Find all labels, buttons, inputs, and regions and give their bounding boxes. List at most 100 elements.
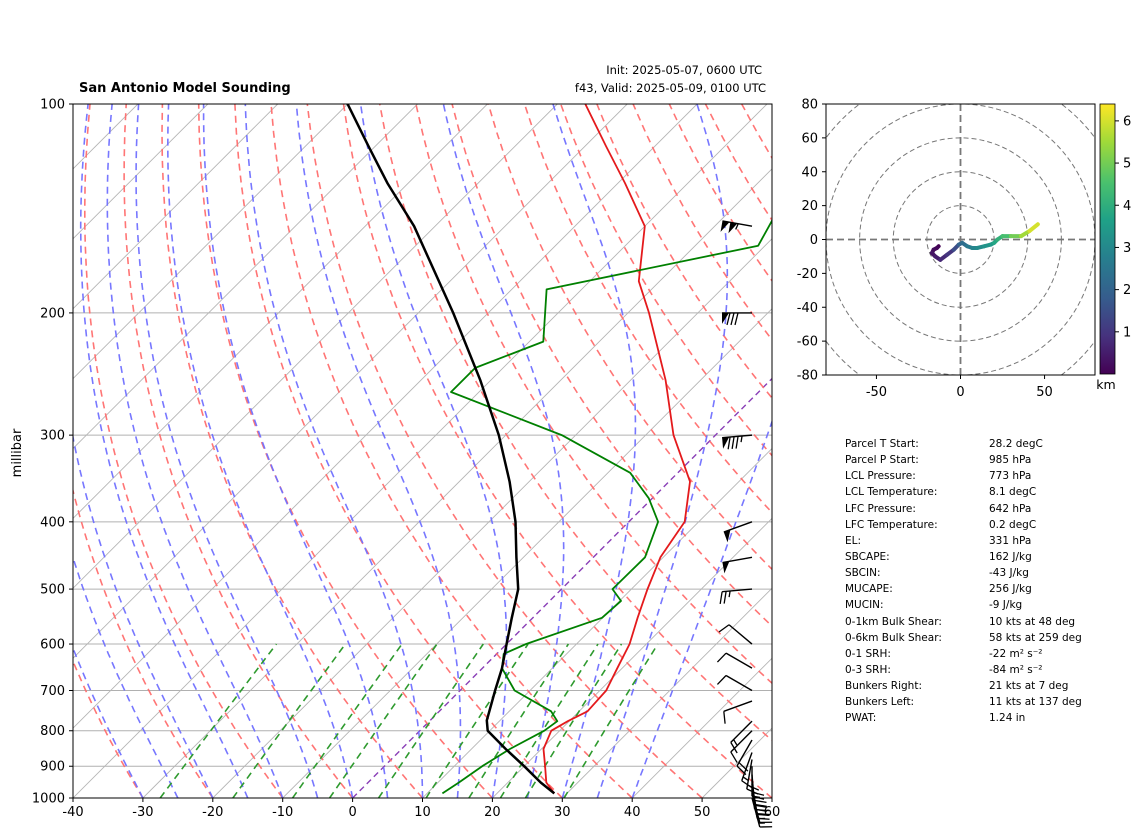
- moist-adiabat: [135, 104, 319, 798]
- parameter-row: Bunkers Left: 11 kts at 137 deg: [845, 696, 1105, 712]
- barb-flag: [720, 220, 730, 232]
- barb-full: [730, 312, 735, 326]
- parameter-name: MUCIN:: [845, 599, 884, 612]
- barb-half: [742, 776, 749, 781]
- barb-full: [741, 780, 753, 789]
- colorbar-tick-label: 5: [1123, 157, 1131, 172]
- init-time: Init: 2025-05-07, 0600 UTC: [606, 63, 762, 77]
- colorbar-label: km: [1096, 377, 1115, 392]
- moist-adiabat: [442, 104, 565, 798]
- barb-staff: [725, 674, 753, 692]
- barb-staff: [722, 434, 753, 439]
- barb-staff: [723, 521, 753, 533]
- dry-adiabat: [342, 104, 772, 798]
- barb-full: [730, 751, 738, 763]
- wind-barb: [720, 220, 753, 234]
- isotherm: [73, 104, 698, 729]
- isotherm: [282, 308, 772, 798]
- parameter-row: Bunkers Right: 21 kts at 7 deg: [845, 680, 1105, 696]
- parameter-value: 985 hPa: [989, 454, 1032, 467]
- y-tick-label: 900: [40, 760, 65, 775]
- barb-staff: [736, 739, 753, 767]
- parameter-row: SBCIN: -43 J/kg: [845, 567, 1105, 583]
- barb-staff: [730, 720, 753, 743]
- parameter-row: Parcel T Start: 28.2 degC: [845, 438, 1105, 454]
- wind-barb: [716, 674, 753, 692]
- isotherm: [422, 447, 772, 798]
- parameter-value: 331 hPa: [989, 534, 1032, 547]
- dry-adiabat: [123, 104, 354, 798]
- chart-title: San Antonio Model Sounding: [79, 81, 291, 96]
- y-tick-label: 400: [40, 515, 65, 530]
- hodo-y-tick-label: -40: [797, 301, 818, 316]
- mixing-ratio-line: [563, 643, 659, 798]
- isotherm: [73, 104, 558, 589]
- barb-flag: [722, 312, 729, 324]
- mixing-ratio-line: [159, 643, 278, 798]
- isotherm: [73, 104, 488, 520]
- x-tick-label: 10: [414, 805, 431, 820]
- barb-full: [719, 591, 723, 605]
- parameter-value: -22 m² s⁻²: [989, 647, 1043, 660]
- barb-full: [757, 813, 770, 816]
- parameter-value: 11 kts at 137 deg: [989, 696, 1082, 709]
- barb-full: [754, 804, 767, 808]
- parameter-name: PWAT:: [845, 712, 877, 725]
- moist-adiabat: [73, 554, 179, 798]
- parameter-name: SBCAPE:: [845, 550, 890, 563]
- dry-adiabat: [378, 104, 772, 742]
- hodo-x-tick-label: -50: [866, 385, 887, 400]
- parameter-value: -9 J/kg: [989, 599, 1023, 612]
- hodo-y-tick-label: 0: [810, 233, 818, 248]
- skew-t-background-lines: [73, 104, 772, 798]
- dry-adiabat: [306, 104, 703, 798]
- y-tick-label: 300: [40, 429, 65, 444]
- colorbar-tick-label: 4: [1123, 199, 1131, 214]
- barb-half: [740, 435, 743, 443]
- y-axis-label: millibar: [10, 428, 25, 477]
- sounding-parameters-table: Parcel T Start: 28.2 degC Parcel P Start: 9…: [845, 438, 1105, 729]
- dry-adiabat: [234, 104, 563, 798]
- x-tick-label: -20: [202, 805, 223, 820]
- temperature-profile: [542, 104, 691, 794]
- y-tick-label: 500: [40, 583, 65, 598]
- dry-adiabat: [559, 104, 772, 457]
- moist-adiabat: [202, 104, 389, 798]
- x-tick-label: -10: [272, 805, 293, 820]
- barb-half: [733, 739, 738, 746]
- barb-staff: [723, 700, 753, 712]
- parameter-name: SBCIN:: [845, 567, 881, 580]
- barb-staff: [728, 624, 753, 645]
- wind-barb: [722, 556, 753, 574]
- mixing-ratio-line: [499, 643, 599, 798]
- parameter-value: 1.24 in: [989, 712, 1026, 725]
- wind-barb: [751, 774, 767, 807]
- dry-adiabat: [161, 104, 424, 798]
- moist-adiabat: [73, 645, 144, 798]
- parameter-row: MUCIN: -9 J/kg: [845, 599, 1105, 615]
- parameter-name: Parcel P Start:: [845, 454, 919, 467]
- x-tick-label: 50: [694, 805, 711, 820]
- wind-barb: [722, 312, 752, 326]
- x-tick-label: 20: [484, 805, 501, 820]
- parameter-name: Parcel T Start:: [845, 438, 919, 450]
- parameter-value: 0.2 degC: [989, 518, 1037, 531]
- y-tick-label: 600: [40, 638, 65, 653]
- dry-adiabat: [197, 104, 493, 798]
- y-tick-label: 800: [40, 724, 65, 739]
- x-tick-label: 60: [764, 805, 781, 820]
- barb-flag: [722, 437, 730, 449]
- wind-barb: [723, 521, 753, 543]
- parameter-value: 773 hPa: [989, 470, 1032, 483]
- barb-full: [738, 762, 749, 772]
- colorbar-tick-label: 2: [1123, 283, 1131, 298]
- parameter-value: -84 m² s⁻²: [989, 663, 1043, 676]
- mixing-ratio-line: [377, 643, 484, 798]
- barb-full: [756, 813, 769, 816]
- wind-barb: [716, 652, 753, 669]
- mixing-ratio-line: [468, 643, 570, 798]
- moist-adiabat: [244, 104, 424, 798]
- hodograph-axes: -50 0 50 -80 -60 -40 -20 0 20 40 60 80: [797, 98, 1053, 401]
- parameter-row: 0-6km Bulk Shear: 58 kts at 259 deg: [845, 632, 1105, 648]
